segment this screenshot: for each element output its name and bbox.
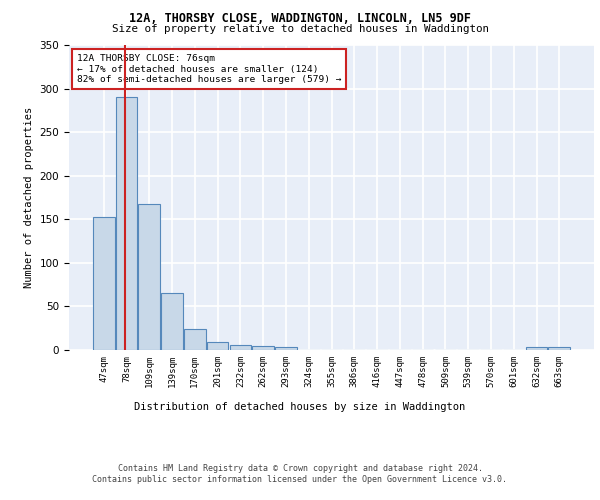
Bar xyxy=(161,294,183,350)
Text: 12A THORSBY CLOSE: 76sqm
← 17% of detached houses are smaller (124)
82% of semi-: 12A THORSBY CLOSE: 76sqm ← 17% of detach… xyxy=(77,54,341,84)
Bar xyxy=(230,345,251,350)
Y-axis label: Number of detached properties: Number of detached properties xyxy=(24,107,34,288)
Bar xyxy=(548,348,570,350)
Bar xyxy=(275,348,297,350)
Bar xyxy=(526,348,547,350)
Bar xyxy=(184,329,206,350)
Bar xyxy=(253,346,274,350)
Text: Contains public sector information licensed under the Open Government Licence v3: Contains public sector information licen… xyxy=(92,475,508,484)
Bar xyxy=(207,342,229,350)
Text: Distribution of detached houses by size in Waddington: Distribution of detached houses by size … xyxy=(134,402,466,412)
Text: Contains HM Land Registry data © Crown copyright and database right 2024.: Contains HM Land Registry data © Crown c… xyxy=(118,464,482,473)
Text: 12A, THORSBY CLOSE, WADDINGTON, LINCOLN, LN5 9DF: 12A, THORSBY CLOSE, WADDINGTON, LINCOLN,… xyxy=(129,12,471,26)
Text: Size of property relative to detached houses in Waddington: Size of property relative to detached ho… xyxy=(112,24,488,34)
Bar xyxy=(93,216,115,350)
Bar xyxy=(139,204,160,350)
Bar xyxy=(116,98,137,350)
